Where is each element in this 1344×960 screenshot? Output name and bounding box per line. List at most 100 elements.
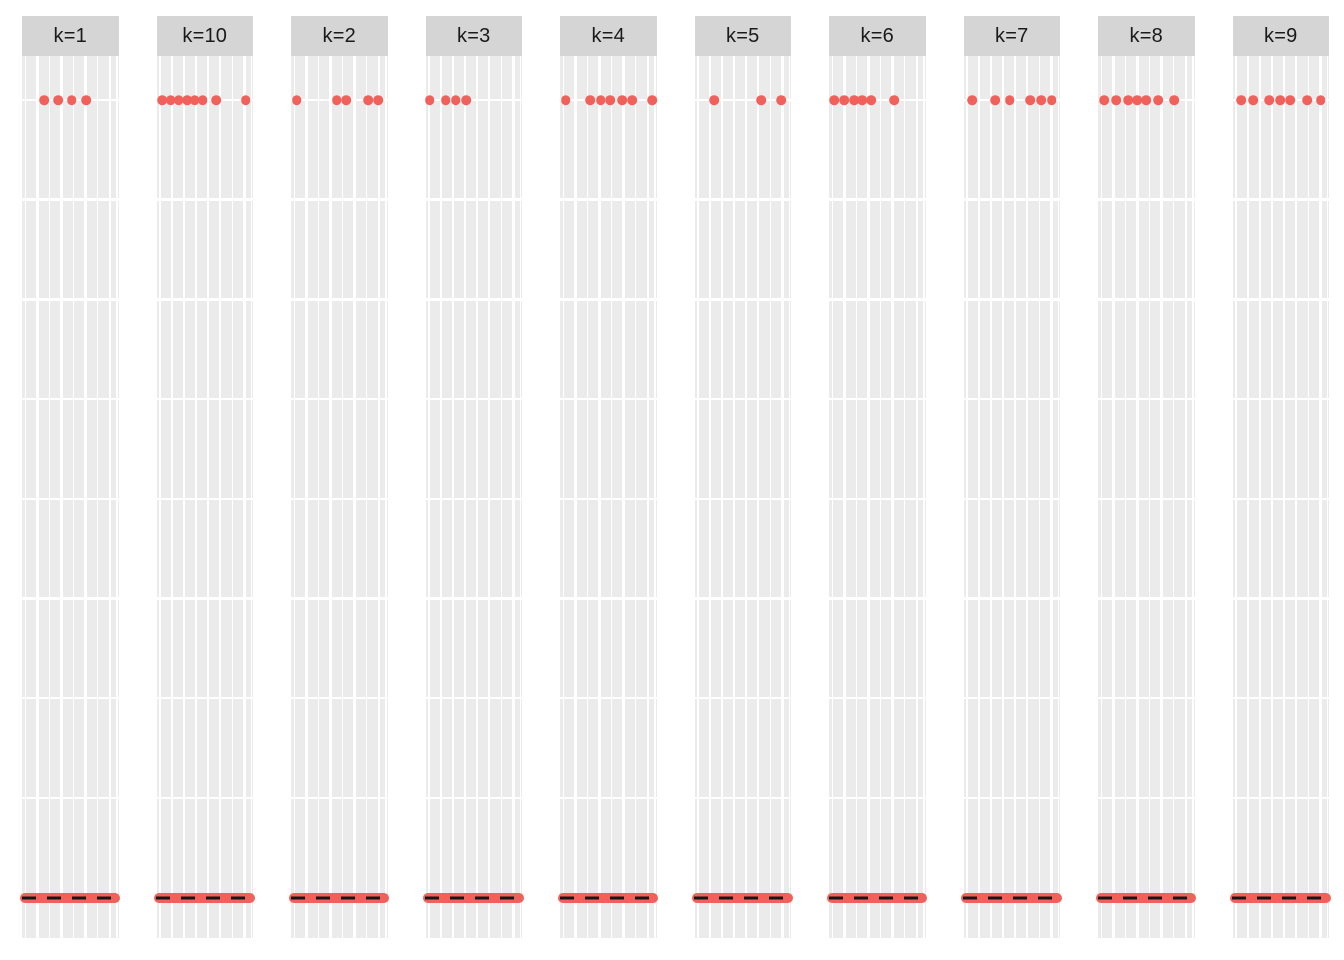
horizontal-gridline [425, 298, 522, 301]
facet-strip: k=1 [22, 16, 119, 56]
horizontal-gridline [156, 198, 253, 201]
data-point [1275, 95, 1285, 105]
horizontal-gridline [829, 198, 926, 201]
data-point [585, 95, 596, 105]
minor-vertical-gridline [97, 56, 99, 938]
horizontal-gridline [156, 497, 253, 501]
major-vertical-gridline [84, 56, 87, 938]
facet-strip-label: k=2 [322, 24, 356, 47]
data-point [990, 95, 1000, 105]
facet-strip-label: k=1 [53, 24, 87, 47]
major-vertical-gridline [1294, 56, 1298, 938]
major-vertical-gridline [915, 56, 919, 938]
horizontal-gridline [291, 696, 388, 700]
horizontal-gridline [829, 597, 926, 600]
data-point [605, 95, 616, 105]
horizontal-gridline [694, 597, 791, 600]
horizontal-gridline [22, 198, 119, 201]
minor-vertical-gridline [966, 56, 968, 938]
minor-vertical-gridline [1235, 56, 1237, 938]
minor-vertical-gridline [1100, 56, 1103, 938]
facet-strip: k=9 [1232, 16, 1329, 56]
minor-vertical-gridline [1283, 56, 1285, 938]
minor-vertical-gridline [500, 56, 502, 938]
data-point [363, 95, 373, 105]
horizontal-gridline [425, 497, 522, 501]
facet-k7: k=7 [961, 16, 1062, 938]
data-point [211, 95, 221, 105]
data-point [1169, 95, 1180, 105]
major-vertical-gridline [36, 56, 39, 938]
horizontal-gridline [829, 796, 926, 800]
minor-vertical-gridline [1307, 56, 1309, 938]
facet-strip-label: k=6 [860, 24, 894, 47]
horizontal-gridline [694, 298, 791, 301]
bottom-band [154, 893, 255, 904]
major-vertical-gridline [646, 56, 650, 938]
data-point [174, 95, 184, 105]
data-point [1153, 95, 1163, 105]
major-vertical-gridline [1319, 56, 1322, 938]
minor-vertical-gridline [231, 56, 233, 938]
data-point [1132, 95, 1142, 105]
data-point [889, 95, 900, 105]
minor-vertical-gridline [788, 56, 791, 938]
minor-vertical-gridline [293, 56, 296, 938]
facet-k1: k=1 [19, 16, 120, 938]
horizontal-gridline [963, 696, 1060, 700]
facet-strip: k=7 [963, 16, 1060, 56]
dashed-mean-line [1232, 896, 1329, 900]
facet-strip: k=10 [156, 16, 253, 56]
facet-k4: k=4 [557, 16, 658, 938]
minor-vertical-gridline [1148, 56, 1151, 938]
major-vertical-gridline [218, 56, 222, 938]
data-point [1123, 95, 1133, 105]
dashed-mean-line [828, 896, 925, 900]
horizontal-gridline [1098, 796, 1195, 800]
horizontal-gridline [1098, 497, 1195, 501]
horizontal-gridline [22, 597, 119, 600]
minor-vertical-gridline [72, 56, 75, 938]
horizontal-gridline [1232, 796, 1329, 800]
horizontal-gridline [963, 198, 1060, 201]
data-point [373, 95, 383, 105]
major-vertical-gridline [781, 56, 784, 938]
horizontal-gridline [694, 98, 791, 102]
horizontal-gridline [156, 298, 253, 301]
major-vertical-gridline [60, 56, 63, 938]
dashed-mean-line [156, 896, 253, 900]
data-point [1315, 95, 1326, 105]
horizontal-gridline [1232, 597, 1329, 600]
minor-vertical-gridline [586, 56, 589, 938]
bottom-band [961, 893, 1062, 904]
major-vertical-gridline [891, 56, 894, 938]
facet-panel [961, 56, 1062, 938]
minor-vertical-gridline [562, 56, 565, 938]
facet-k2: k=2 [288, 16, 389, 938]
horizontal-gridline [963, 796, 1060, 800]
horizontal-gridline [560, 397, 657, 401]
horizontal-gridline [1232, 696, 1329, 700]
data-point [1036, 95, 1047, 105]
minor-vertical-gridline [1057, 56, 1060, 938]
data-point [165, 95, 176, 105]
minor-vertical-gridline [635, 56, 637, 938]
data-point [461, 95, 472, 105]
horizontal-gridline [1098, 397, 1195, 401]
facet-k3: k=3 [423, 16, 524, 938]
minor-vertical-gridline [721, 56, 723, 938]
facet-panel [288, 56, 389, 938]
bottom-band [557, 893, 658, 904]
horizontal-gridline [560, 198, 657, 201]
data-point [756, 95, 766, 105]
facet-panel [154, 56, 255, 938]
data-point [440, 95, 451, 105]
data-point [709, 95, 720, 105]
horizontal-gridline [22, 397, 119, 401]
minor-vertical-gridline [1173, 56, 1175, 938]
data-point [1025, 95, 1035, 105]
horizontal-gridline [22, 796, 119, 800]
horizontal-gridline [963, 298, 1060, 301]
horizontal-gridline [694, 696, 791, 700]
data-point [341, 95, 352, 105]
